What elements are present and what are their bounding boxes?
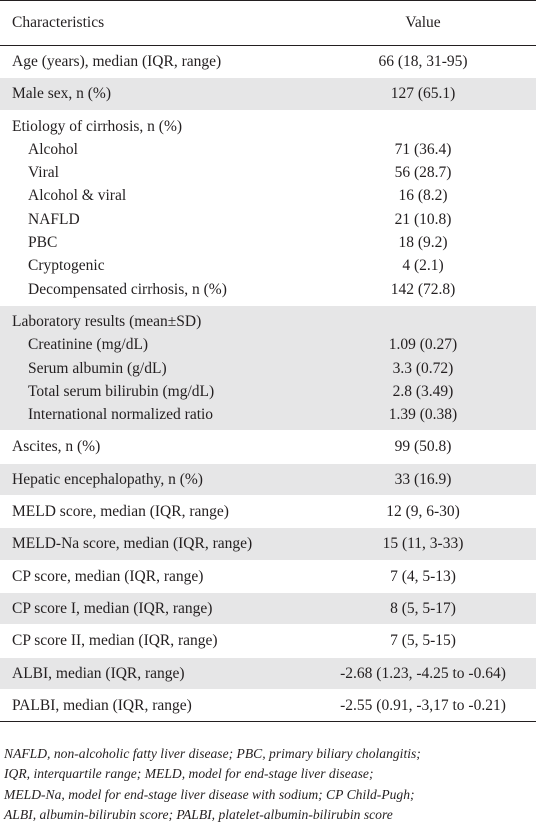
- characteristic-label: Age (years), median (IQR, range): [12, 53, 222, 70]
- value-cell: -2.55 (0.91, -3,17 to -0.21): [310, 689, 536, 721]
- characteristic-value: 1.09 (0.27): [388, 336, 458, 354]
- characteristic-cell: Age (years), median (IQR, range): [0, 46, 310, 78]
- table-header-row: Characteristics Value: [0, 0, 536, 46]
- value-cell: 127 (65.1): [310, 77, 536, 111]
- table-body: Age (years), median (IQR, range) 66 (18, …: [0, 46, 536, 722]
- characteristic-value: [310, 115, 536, 138]
- characteristic-cell: MELD score, median (IQR, range): [0, 496, 310, 528]
- value-cell: 8 (5, 5-17): [310, 592, 536, 625]
- table-row: MELD score, median (IQR, range) 12 (9, 6-…: [0, 496, 536, 528]
- characteristic-value: 33 (16.9): [394, 470, 452, 488]
- characteristics-table: Characteristics Value Age (years), media…: [0, 0, 536, 722]
- table-row: CP score I, median (IQR, range) 8 (5, 5-1…: [0, 592, 536, 625]
- characteristic-value: [310, 310, 536, 333]
- table-row: Age (years), median (IQR, range) 66 (18, …: [0, 46, 536, 78]
- characteristic-value: 15 (11, 3-33): [382, 535, 464, 553]
- characteristic-value: 21 (10.8): [394, 210, 452, 228]
- characteristic-cell: Male sex, n (%): [0, 77, 310, 111]
- characteristic-label: CP score, median (IQR, range): [12, 567, 204, 585]
- characteristic-value: 71 (36.4): [394, 140, 452, 158]
- characteristic-cell: Ascites, n (%): [0, 431, 310, 463]
- characteristic-label: Ascites, n (%): [12, 438, 101, 456]
- value-cell: 7 (4, 5-13): [310, 560, 536, 592]
- sub-characteristic-label: NAFLD: [28, 210, 80, 228]
- characteristic-value: 12 (9, 6-30): [386, 503, 460, 521]
- characteristic-value: 142 (72.8): [390, 280, 456, 298]
- sub-characteristic-label: PBC: [28, 234, 58, 252]
- sub-characteristic-label: Alcohol: [28, 140, 78, 158]
- characteristic-cell: CP score I, median (IQR, range): [0, 592, 310, 625]
- characteristic-cell: Etiology of cirrhosis, n (%) Alcohol Viral…: [0, 110, 310, 305]
- footnote-line: IQR, interquartile range; MELD, model fo…: [4, 766, 374, 782]
- value-cell: 12 (9, 6-30): [310, 496, 536, 528]
- sub-characteristic-label: Serum albumin (g/dL): [28, 359, 167, 377]
- value-cell: 33 (16.9): [310, 463, 536, 496]
- characteristic-label: CP score II, median (IQR, range): [12, 632, 218, 650]
- characteristic-label: PALBI, median (IQR, range): [12, 696, 192, 714]
- characteristic-value: 2.8 (3.49): [392, 382, 454, 400]
- footnote-line: ALBI, albumin-bilirubin score; PALBI, pl…: [4, 807, 393, 823]
- characteristic-cell: CP score II, median (IQR, range): [0, 625, 310, 657]
- sub-characteristic-label: Creatinine (mg/dL): [28, 336, 149, 354]
- characteristic-label: Laboratory results (mean±SD): [12, 312, 202, 330]
- characteristic-value: 7 (5, 5-15): [390, 632, 456, 650]
- characteristic-value: 7 (4, 5-13): [390, 567, 456, 585]
- table-row: Ascites, n (%) 99 (50.8): [0, 431, 536, 464]
- characteristic-label: MELD-Na score, median (IQR, range): [12, 535, 253, 553]
- characteristic-cell: Laboratory results (mean±SD) Creatinine (…: [0, 305, 310, 431]
- table-footnote: NAFLD, non-alcoholic fatty liver disease…: [4, 744, 534, 826]
- value-cell: 71 (36.4) 56 (28.7) 16 (8.2) 21 (10.8) 18 (9…: [310, 110, 536, 305]
- characteristic-cell: ALBI, median (IQR, range): [0, 657, 310, 690]
- characteristic-value: 4 (2.1): [402, 257, 444, 275]
- header-value: Value: [310, 0, 536, 46]
- characteristic-value: 16 (8.2): [398, 187, 448, 205]
- table-row: Etiology of cirrhosis, n (%) Alcohol Viral…: [0, 110, 536, 306]
- characteristic-cell: CP score, median (IQR, range): [0, 560, 310, 592]
- table-row: Hepatic encephalopathy, n (%) 33 (16.9): [0, 463, 536, 496]
- characteristic-value: 99 (50.8): [394, 438, 452, 456]
- table-row: Laboratory results (mean±SD) Creatinine (…: [0, 305, 536, 431]
- value-cell: 1.09 (0.27) 3.3 (0.72) 2.8 (3.49) 1.39 (0.3…: [310, 305, 536, 431]
- characteristic-label: Etiology of cirrhosis, n (%): [12, 117, 183, 135]
- characteristic-cell: Hepatic encephalopathy, n (%): [0, 463, 310, 496]
- characteristic-label: Hepatic encephalopathy, n (%): [12, 470, 203, 488]
- table-row: PALBI, median (IQR, range) -2.55 (0.91, -…: [0, 689, 536, 722]
- characteristic-label: ALBI, median (IQR, range): [12, 664, 185, 682]
- characteristic-label: CP score I, median (IQR, range): [12, 599, 213, 617]
- table-row: CP score, median (IQR, range) 7 (4, 5-13): [0, 560, 536, 593]
- characteristic-value: 8 (5, 5-17): [390, 599, 456, 617]
- sub-characteristic-label: Total serum bilirubin (mg/dL): [28, 382, 215, 400]
- table-row: MELD-Na score, median (IQR, range) 15 (11…: [0, 527, 536, 561]
- characteristic-value: -2.68 (1.23, -4.25 to -0.64): [340, 664, 506, 682]
- sub-characteristic-label: Cryptogenic: [28, 257, 105, 275]
- characteristic-label: Male sex, n (%): [12, 85, 111, 103]
- characteristic-value: 1.39 (0.38): [388, 406, 458, 424]
- sub-characteristic-label: Viral: [28, 164, 59, 182]
- value-cell: 15 (11, 3-33): [310, 527, 536, 561]
- characteristic-value: 66 (18, 31-95): [378, 53, 468, 70]
- value-cell: -2.68 (1.23, -4.25 to -0.64): [310, 657, 536, 690]
- characteristic-cell: PALBI, median (IQR, range): [0, 689, 310, 721]
- characteristic-value: 127 (65.1): [390, 85, 456, 103]
- header-characteristics: Characteristics: [0, 0, 310, 46]
- characteristic-value: 56 (28.7): [394, 164, 452, 182]
- table-row: Male sex, n (%) 127 (65.1): [0, 77, 536, 111]
- sub-characteristic-label: Alcohol & viral: [28, 187, 127, 205]
- footnote-line: MELD-Na, model for end-stage liver disea…: [4, 786, 415, 802]
- characteristic-value: 18 (9.2): [398, 234, 448, 252]
- value-cell: 7 (5, 5-15): [310, 625, 536, 657]
- characteristics-table-container: Characteristics Value Age (years), media…: [0, 0, 536, 722]
- sub-characteristic-label: International normalized ratio: [28, 406, 214, 424]
- characteristic-value: 3.3 (0.72): [392, 359, 454, 377]
- value-cell: 99 (50.8): [310, 431, 536, 463]
- sub-characteristic-label: Decompensated cirrhosis, n (%): [28, 280, 227, 298]
- characteristic-label: MELD score, median (IQR, range): [12, 503, 229, 521]
- characteristic-value: -2.55 (0.91, -3,17 to -0.21): [340, 696, 506, 714]
- table-row: ALBI, median (IQR, range) -2.68 (1.23, -4…: [0, 657, 536, 690]
- value-cell: 66 (18, 31-95): [310, 46, 536, 78]
- table-row: CP score II, median (IQR, range) 7 (5, 5-…: [0, 625, 536, 658]
- characteristic-cell: MELD-Na score, median (IQR, range): [0, 527, 310, 561]
- footnote-line: NAFLD, non-alcoholic fatty liver disease…: [4, 746, 421, 761]
